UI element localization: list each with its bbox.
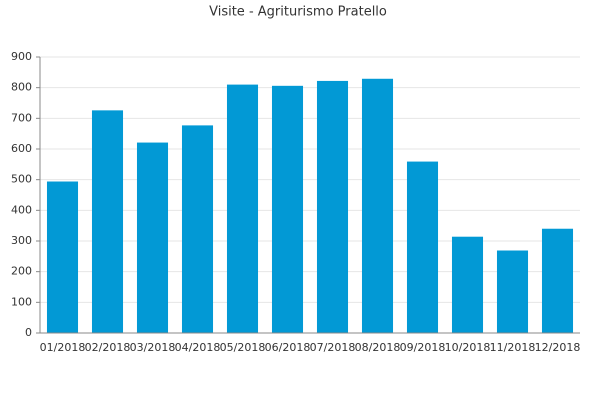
x-tick-label: 05/2018 <box>220 341 266 354</box>
bar <box>271 85 304 334</box>
y-tick-label: 100 <box>11 295 32 308</box>
x-tick-label: 12/2018 <box>535 341 581 354</box>
x-tick-label: 06/2018 <box>265 341 311 354</box>
bar <box>451 236 484 333</box>
bar <box>91 110 124 333</box>
x-tick-label: 08/2018 <box>355 341 401 354</box>
y-tick-label: 200 <box>11 265 32 278</box>
x-tick-label: 07/2018 <box>310 341 356 354</box>
x-tick-label: 01/2018 <box>40 341 86 354</box>
bar <box>136 142 169 333</box>
bar <box>541 228 574 333</box>
bar <box>316 80 349 333</box>
x-tick-label: 11/2018 <box>490 341 536 354</box>
bar <box>406 161 439 333</box>
y-tick-label: 800 <box>11 81 32 94</box>
x-tick-label: 03/2018 <box>130 341 176 354</box>
y-tick-label: 0 <box>25 326 32 339</box>
bar <box>496 250 529 333</box>
bar <box>226 84 259 333</box>
y-tick-label: 600 <box>11 142 32 155</box>
bar <box>361 78 394 333</box>
x-tick-label: 10/2018 <box>445 341 491 354</box>
chart-title: Visite - Agriturismo Pratello <box>209 5 387 20</box>
y-tick-label: 500 <box>11 173 32 186</box>
y-tick-label: 300 <box>11 234 32 247</box>
y-tick-label: 700 <box>11 111 32 124</box>
bar <box>181 125 214 334</box>
bar <box>46 181 79 333</box>
y-tick-label: 900 <box>11 50 32 63</box>
x-tick-label: 09/2018 <box>400 341 446 354</box>
x-tick-label: 02/2018 <box>85 341 131 354</box>
y-tick-label: 400 <box>11 203 32 216</box>
x-tick-label: 04/2018 <box>175 341 221 354</box>
